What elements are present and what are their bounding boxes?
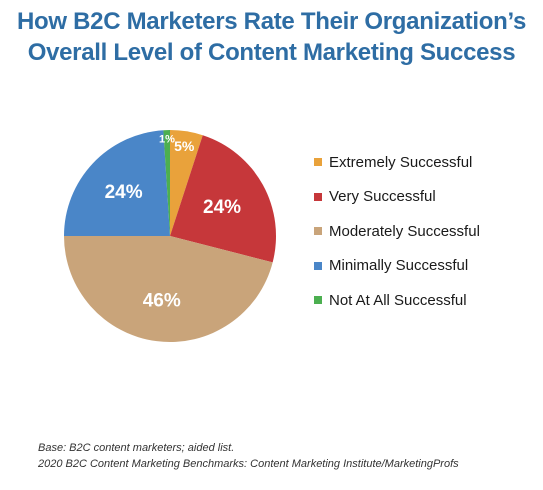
slice-label-very-successful: 24%: [203, 197, 241, 218]
slice-label-moderately-successful: 46%: [143, 291, 181, 312]
slice-label-extremely-successful: 5%: [174, 138, 195, 154]
pie-labels: 5% 24% 46% 24% 1%: [105, 134, 242, 312]
legend-label: Moderately Successful: [329, 222, 480, 240]
footer-source-note: 2020 B2C Content Marketing Benchmarks: C…: [38, 458, 459, 470]
legend-label: Not At All Successful: [329, 291, 467, 309]
legend-item-moderately-successful: Moderately Successful: [314, 214, 480, 249]
legend-item-extremely-successful: Extremely Successful: [314, 145, 480, 180]
legend-label: Minimally Successful: [329, 257, 469, 275]
legend-swatch: [314, 158, 322, 167]
slice-extremely-successful: [170, 130, 203, 236]
chart-title: How B2C Marketers Rate Their Organizatio…: [0, 6, 543, 68]
pie-slices: [64, 130, 277, 343]
legend-swatch: [314, 227, 322, 236]
legend-swatch: [314, 261, 322, 270]
slice-not-at-all-successful: [163, 130, 170, 236]
slice-minimally-successful: [64, 130, 170, 236]
legend-item-minimally-successful: Minimally Successful: [314, 249, 480, 284]
legend-item-not-at-all-successful: Not At All Successful: [314, 283, 480, 318]
chart-legend: Extremely Successful Very Successful Mod…: [314, 145, 480, 318]
legend-item-very-successful: Very Successful: [314, 180, 480, 215]
slice-label-not-at-all-successful: 1%: [159, 134, 175, 146]
slice-very-successful: [170, 135, 277, 263]
slice-moderately-successful: [64, 236, 273, 343]
legend-label: Very Successful: [329, 188, 436, 206]
legend-swatch: [314, 192, 322, 201]
legend-label: Extremely Successful: [329, 153, 473, 171]
chart-footer: Base: B2C content marketers; aided list.…: [38, 440, 459, 472]
legend-swatch: [314, 296, 322, 305]
chart-title-line-1: How B2C Marketers Rate Their Organizatio…: [16, 8, 526, 35]
chart-title-line-2: Overall Level of Content Marketing Succe…: [27, 39, 516, 66]
slice-label-minimally-successful: 24%: [105, 182, 143, 203]
footer-base-note: Base: B2C content marketers; aided list.: [38, 442, 235, 454]
